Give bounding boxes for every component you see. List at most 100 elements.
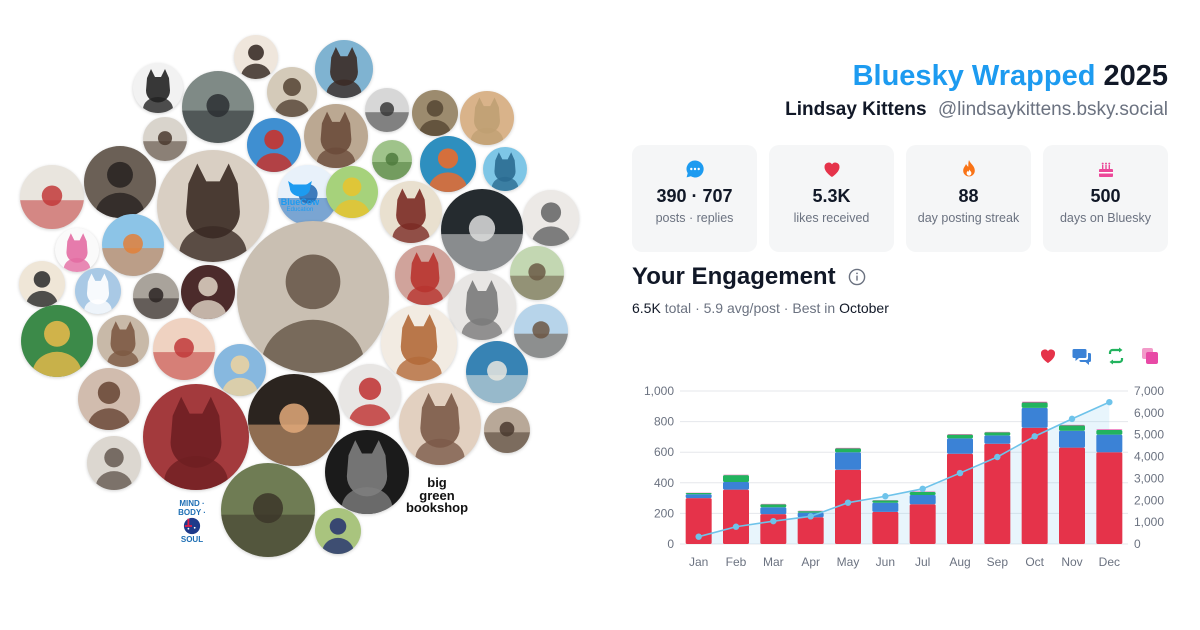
- avatar[interactable]: [399, 383, 481, 465]
- avatar[interactable]: [466, 341, 528, 403]
- cumulative-point: [919, 485, 926, 493]
- x-tick-label: Nov: [1061, 555, 1082, 569]
- cake-icon: [1098, 162, 1113, 177]
- avatar[interactable]: [326, 166, 378, 218]
- avatar[interactable]: [221, 463, 315, 557]
- bar-likes: [947, 453, 973, 544]
- avatar[interactable]: [55, 228, 99, 272]
- user-handle[interactable]: @lindsaykittens.bsky.social: [937, 99, 1168, 120]
- avatar[interactable]: [441, 189, 523, 271]
- avatar[interactable]: [339, 364, 401, 426]
- avatar[interactable]: [372, 140, 412, 180]
- avatar[interactable]: [214, 344, 266, 396]
- y-right-tick-label: 6,000: [1134, 406, 1164, 420]
- cumulative-point: [844, 499, 852, 506]
- legend-heart-icon[interactable]: [1038, 346, 1058, 366]
- bar-likes: [835, 469, 861, 544]
- avatar[interactable]: [237, 221, 389, 373]
- bar-likes: [723, 489, 749, 544]
- header: Bluesky Wrapped 2025 Lindsay Kittens @li…: [785, 58, 1168, 122]
- y-left-tick-label: 600: [654, 445, 674, 459]
- bluecow-sub: Education: [286, 207, 314, 213]
- avatar[interactable]: [133, 273, 179, 319]
- avatar[interactable]: [143, 384, 249, 490]
- stat-label: posts · replies: [655, 211, 734, 225]
- x-tick-label: Aug: [949, 555, 970, 569]
- avatar[interactable]: [248, 374, 340, 466]
- avatar[interactable]: [267, 67, 317, 117]
- avatar[interactable]: [381, 305, 457, 381]
- bar-likes: [1059, 447, 1085, 544]
- avatar[interactable]: [420, 136, 476, 192]
- stat-value: 500: [1090, 186, 1121, 206]
- avatar[interactable]: [78, 368, 140, 430]
- avatar[interactable]: [19, 261, 65, 307]
- avatar[interactable]: [102, 214, 164, 276]
- avatar[interactable]: [20, 165, 84, 229]
- x-tick-label: Oct: [1025, 555, 1044, 569]
- avatar-big-green-bookshop-logo[interactable]: big green bookshop: [404, 472, 470, 520]
- avatar[interactable]: [380, 181, 442, 243]
- avatar[interactable]: [483, 147, 527, 191]
- avatar[interactable]: [395, 245, 455, 305]
- engagement-heading: Your Engagement: [632, 262, 866, 292]
- avatar[interactable]: [247, 118, 301, 172]
- avatar[interactable]: [325, 430, 409, 514]
- avatar[interactable]: [182, 71, 254, 143]
- bar-reposts: [760, 504, 787, 508]
- engagement-summary: 6.5K total · 5.9 avg/post · Best in Octo…: [632, 300, 889, 316]
- bookshop-line-1: big: [427, 475, 447, 491]
- avatar[interactable]: [514, 304, 568, 358]
- avatar-bluecow-logo[interactable]: BlueCow Education: [270, 170, 330, 220]
- avatar[interactable]: [84, 146, 156, 218]
- cumulative-line: [698, 401, 1110, 538]
- y-left-tick-label: 0: [667, 537, 674, 551]
- bluecow-text: BlueCow: [280, 197, 320, 207]
- legend-repost-icon[interactable]: [1106, 346, 1126, 366]
- stat-label: days on Bluesky: [1059, 211, 1152, 225]
- avatar[interactable]: [21, 305, 93, 377]
- avatar-cloud: BlueCow Education big green bookshop MIND · B…: [19, 35, 579, 557]
- cow-icon: [288, 181, 312, 197]
- avatar[interactable]: [460, 91, 514, 145]
- info-icon[interactable]: [848, 268, 866, 286]
- avatar[interactable]: [133, 63, 183, 113]
- stat-card-likes: 5.3K likes received: [769, 145, 894, 252]
- bar-reposts: [947, 434, 973, 439]
- bar-likes: [1021, 427, 1048, 544]
- stat-card-days: 500 days on Bluesky: [1043, 145, 1168, 252]
- chart-legend: [1038, 346, 1160, 366]
- avatar[interactable]: [448, 272, 516, 340]
- avatar[interactable]: [87, 436, 141, 490]
- stat-cards: 390 · 707 posts · replies 5.3K likes rec…: [632, 145, 1168, 252]
- avatar[interactable]: [315, 40, 373, 98]
- avatar[interactable]: [97, 315, 149, 367]
- bar-replies: [947, 438, 973, 454]
- avatar[interactable]: [157, 150, 269, 262]
- display-name: Lindsay Kittens: [785, 99, 927, 120]
- y-right-tick-label: 2,000: [1134, 493, 1164, 507]
- y-left-tick-label: 200: [654, 506, 674, 520]
- avatar[interactable]: [153, 318, 215, 380]
- avatar[interactable]: [365, 88, 409, 132]
- avatar-mind-body-soul-logo[interactable]: MIND · BODY · SOUL: [168, 497, 216, 545]
- legend-quote-icon[interactable]: [1140, 346, 1160, 366]
- avatar[interactable]: [75, 268, 121, 314]
- cumulative-point: [994, 453, 1001, 461]
- avatar[interactable]: [181, 265, 235, 319]
- avatar[interactable]: [510, 246, 564, 300]
- avatar[interactable]: [234, 35, 278, 79]
- cumulative-point: [770, 517, 777, 525]
- legend-reply-icon[interactable]: [1072, 346, 1092, 366]
- avatar[interactable]: [315, 508, 361, 554]
- bookshop-line-2: green: [419, 487, 455, 503]
- stat-value: 88: [958, 186, 979, 206]
- avatar[interactable]: [523, 190, 579, 246]
- avatar[interactable]: [143, 117, 187, 161]
- avatar[interactable]: [484, 407, 530, 453]
- bar-reposts: [984, 432, 1011, 436]
- avatar[interactable]: [412, 90, 458, 136]
- bar-reposts: [835, 448, 861, 453]
- avatar[interactable]: [304, 104, 368, 168]
- bar-likes: [797, 517, 824, 544]
